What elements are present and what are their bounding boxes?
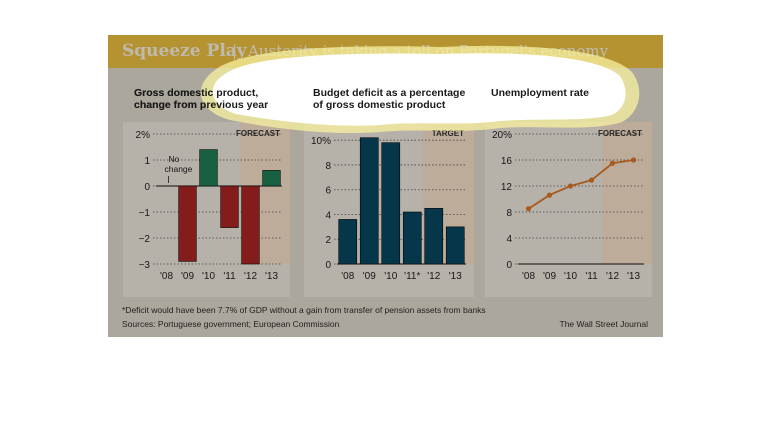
x-tick-label: '08 <box>160 271 173 282</box>
series-line <box>528 159 634 210</box>
x-tick-label: '11 <box>585 271 598 282</box>
bar <box>424 207 444 265</box>
x-tick-label: '08 <box>522 271 535 282</box>
y-tick-label: −1 <box>139 208 151 219</box>
y-tick-label: 8 <box>506 208 512 219</box>
y-tick-label: −3 <box>139 260 151 271</box>
bar <box>445 226 465 265</box>
x-tick-label: '08 <box>341 271 354 282</box>
x-tick-label: '11* <box>404 271 420 282</box>
y-tick-label: 16 <box>501 156 513 167</box>
x-tick-label: '10 <box>384 271 397 282</box>
bar <box>262 170 281 187</box>
y-tick-label: 1 <box>144 156 150 167</box>
data-point <box>609 160 616 166</box>
x-tick-label: '12 <box>427 271 440 282</box>
y-tick-label: 12 <box>501 182 513 193</box>
y-tick-label: 8 <box>325 161 331 172</box>
footnote: *Deficit would have been 7.7% of GDP wit… <box>122 305 486 315</box>
data-point <box>588 177 595 183</box>
x-tick-label: '10 <box>564 271 577 282</box>
gdp-chart: FORECAST 2% 1 0 −1 −2 −3 '08 '09 '10 '11 '12 '13 Noch… <box>123 122 290 297</box>
y-tick-label: −2 <box>139 234 151 245</box>
shaded-label: FORECAST <box>598 129 642 138</box>
header-bar: Squeeze Play | Austerity is taking a tol… <box>108 35 663 68</box>
chart-figure: Squeeze Play | Austerity is taking a tol… <box>108 35 663 337</box>
y-tick-label: 10% <box>311 136 331 147</box>
x-tick-label: '11 <box>223 271 236 282</box>
deficit-title-top: Budget deficit as a percentage of gross … <box>313 87 466 111</box>
annotation-line: No <box>169 154 180 164</box>
unemployment-title-top: Unemployment rate <box>491 87 590 99</box>
y-tick-label: 6 <box>325 186 331 197</box>
bar <box>220 185 239 228</box>
data-point <box>546 192 553 198</box>
y-tick-label: 4 <box>506 234 512 245</box>
y-tick-label: 2% <box>136 130 151 141</box>
gdp-title-top: Gross domestic product, change from prev… <box>134 87 269 111</box>
x-tick-label: '13 <box>627 271 640 282</box>
data-point <box>567 183 574 189</box>
bar <box>241 185 260 265</box>
header-headline: Austerity is taking a toll on Portugal's… <box>248 42 609 60</box>
x-tick-label: '13 <box>265 271 278 282</box>
y-tick-label: 2 <box>325 235 331 246</box>
data-point <box>630 157 637 163</box>
y-tick-label: 20% <box>492 130 512 141</box>
credit: The Wall Street Journal <box>559 319 649 329</box>
y-tick-label: 0 <box>325 260 331 271</box>
x-tick-label: '10 <box>202 271 215 282</box>
shaded-label: FORECAST <box>236 129 280 138</box>
data-point <box>525 206 532 212</box>
y-tick-label: 0 <box>144 182 150 193</box>
y-tick-label: 0 <box>506 260 512 271</box>
bar <box>199 149 218 187</box>
header-kicker: Squeeze Play <box>122 41 247 61</box>
shaded-label: TARGET <box>432 129 464 138</box>
x-tick-label: '13 <box>449 271 462 282</box>
bar <box>402 211 422 265</box>
x-tick-label: '09 <box>363 271 376 282</box>
unemployment-chart: FORECAST 20% 16 12 8 4 0 '08 '09 '10 '11 '12 '13 <box>485 122 652 297</box>
x-tick-label: '09 <box>543 271 556 282</box>
bar <box>178 185 197 262</box>
bar <box>359 137 379 265</box>
sources: Sources: Portuguese government; European… <box>122 319 340 329</box>
bar <box>381 142 401 265</box>
header-separator: | <box>232 42 238 60</box>
bar <box>338 219 358 265</box>
annotation-line: change <box>165 164 193 174</box>
x-tick-label: '12 <box>244 271 257 282</box>
deficit-chart: TARGET 10% 8 6 4 2 0 '08 '09 '10 '11* '12 '13 <box>304 122 474 297</box>
y-tick-label: 4 <box>325 210 331 221</box>
x-tick-label: '12 <box>606 271 619 282</box>
x-tick-label: '09 <box>181 271 194 282</box>
shaded-region <box>602 122 652 264</box>
